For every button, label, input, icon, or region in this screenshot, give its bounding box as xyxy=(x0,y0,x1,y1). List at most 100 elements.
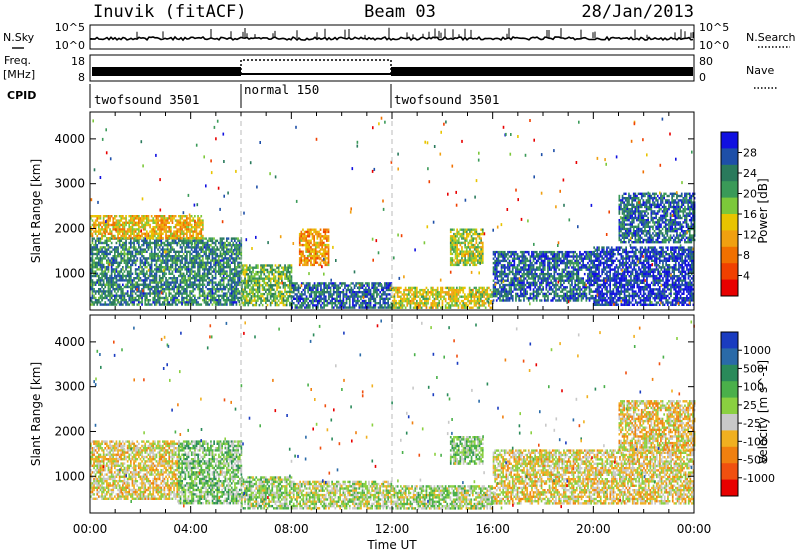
velocity-region-2 xyxy=(241,476,293,510)
colorbar-tick-label: 12 xyxy=(743,229,757,242)
nave-label: Nave xyxy=(746,64,774,77)
nsky-tick-top: 10^5 xyxy=(55,21,85,34)
velocity-colorbar: 1000 500 100 25 -25 -100 -500 -1000 xyxy=(720,331,775,497)
x-tick-label: 08:00 xyxy=(274,522,309,536)
velocity-region-1 xyxy=(178,440,243,505)
colorbar-tick-label: -25 xyxy=(743,417,761,430)
freq-tick-top: 18 xyxy=(71,55,85,68)
cpid-segment-2: normal 150 xyxy=(244,82,319,97)
y-tick-label: 2000 xyxy=(54,221,85,235)
x-tick-label: 12:00 xyxy=(375,522,410,536)
velocity-region-6 xyxy=(492,449,695,505)
nave-tick-bottom: 0 xyxy=(699,71,706,84)
power-data-layer xyxy=(90,112,696,310)
cpid-segment-1: twofsound 3501 xyxy=(94,92,199,107)
colorbar-swatch xyxy=(721,181,738,199)
y-tick-label: 4000 xyxy=(54,132,85,146)
colorbar-swatch xyxy=(721,164,738,182)
nsky-tick-bottom: 10^0 xyxy=(55,39,85,52)
y-tick-label: 4000 xyxy=(54,335,85,349)
station-title: Inuvik (fitACF) xyxy=(93,2,247,22)
colorbar-tick-label: 24 xyxy=(743,167,757,180)
colorbar-swatch xyxy=(721,197,738,215)
x-tick-label: 16:00 xyxy=(475,522,510,536)
y-tick-label: 2000 xyxy=(54,424,85,438)
y-tick-label: 3000 xyxy=(54,177,85,191)
colorbar-tick-label: 500 xyxy=(743,362,764,375)
nave-trace xyxy=(240,59,392,74)
velocity-colorbar-label: Velocity [m s^-1] xyxy=(756,360,770,464)
freq-tick-bottom: 8 xyxy=(78,71,85,84)
y-tick-label: 3000 xyxy=(54,380,85,394)
colorbar-swatch xyxy=(721,381,738,399)
freq-label: Freq. xyxy=(4,54,31,67)
velocity-region-4 xyxy=(392,485,493,510)
freq-bar-seg1 xyxy=(92,67,241,76)
power-region-1 xyxy=(90,215,204,240)
power-region-9 xyxy=(618,192,696,244)
power-region-6 xyxy=(449,228,484,267)
velocity-region-7 xyxy=(618,400,696,451)
velocity-scatter xyxy=(93,319,695,511)
power-region-0 xyxy=(90,237,243,306)
x-tick-labels: 00:00 04:00 08:00 12:00 16:00 20:00 00:00 xyxy=(73,522,712,536)
colorbar-tick-label: -100 xyxy=(743,435,768,448)
power-colorbar-label: Power [dB] xyxy=(756,178,770,243)
cpid-segment-3: twofsound 3501 xyxy=(394,92,499,107)
nsky-label: N.Sky xyxy=(3,31,35,44)
power-y-label: Slant Range [km] xyxy=(29,159,43,263)
nsearch-tick-top: 10^5 xyxy=(699,21,729,34)
date-title: 28/Jan/2013 xyxy=(581,2,694,22)
x-tick-label: 20:00 xyxy=(576,522,611,536)
colorbar-tick-label: -1000 xyxy=(743,472,775,485)
power-region-7 xyxy=(492,250,594,302)
nsky-trace xyxy=(90,35,694,42)
colorbar-tick-label: 16 xyxy=(743,208,757,221)
colorbar-swatch xyxy=(721,279,738,297)
colorbar-swatch xyxy=(721,332,738,349)
x-tick-label: 00:00 xyxy=(677,522,712,536)
power-scatter xyxy=(90,116,694,306)
nave-tick-top: 80 xyxy=(699,55,713,68)
power-region-3 xyxy=(291,282,393,309)
colorbar-swatch xyxy=(721,479,738,497)
colorbar-tick-label: 25 xyxy=(743,399,757,412)
velocity-panel: 1000 2000 3000 4000 Slant Range [km] xyxy=(29,314,696,514)
colorbar-swatch xyxy=(721,430,738,448)
x-tick-label: 04:00 xyxy=(173,522,208,536)
nsearch-tick-bottom: 10^0 xyxy=(699,39,729,52)
power-region-4 xyxy=(298,228,330,267)
beam-title: Beam 03 xyxy=(364,2,436,22)
colorbar-swatch xyxy=(721,246,738,264)
colorbar-tick-label: -500 xyxy=(743,454,768,467)
colorbar-swatch xyxy=(721,214,738,231)
colorbar-tick-label: 8 xyxy=(743,249,750,262)
colorbar-tick-label: 4 xyxy=(743,270,750,283)
colorbar-swatch xyxy=(721,446,738,464)
colorbar-swatch xyxy=(721,132,738,149)
power-panel: 1000 2000 3000 4000 Slant Range [km] xyxy=(29,111,696,311)
colorbar-tick-label: 100 xyxy=(743,381,764,394)
colorbar-swatch xyxy=(721,348,738,366)
y-tick-label: 1000 xyxy=(54,469,85,483)
cpid-label: CPID xyxy=(7,89,36,102)
freq-panel xyxy=(89,54,695,82)
freq-bar-seg3 xyxy=(391,67,693,76)
velocity-region-0 xyxy=(90,440,180,500)
colorbar-tick-label: 20 xyxy=(743,188,757,201)
x-tick-label: 00:00 xyxy=(73,522,108,536)
nsky-panel xyxy=(89,24,695,50)
velocity-region-3 xyxy=(291,480,393,510)
colorbar-swatch xyxy=(721,148,738,166)
colorbar-tick-label: 1000 xyxy=(743,344,771,357)
velocity-axes: 1000 2000 3000 4000 xyxy=(54,315,695,513)
velocity-data-layer xyxy=(90,315,696,513)
colorbar-swatch xyxy=(721,414,738,431)
velocity-region-5 xyxy=(449,436,484,465)
nsky-spikes xyxy=(136,27,694,38)
power-region-2 xyxy=(241,264,293,307)
power-axes: 1000 2000 3000 4000 xyxy=(54,112,695,310)
power-region-5 xyxy=(392,286,493,309)
colorbar-frame xyxy=(720,331,739,497)
